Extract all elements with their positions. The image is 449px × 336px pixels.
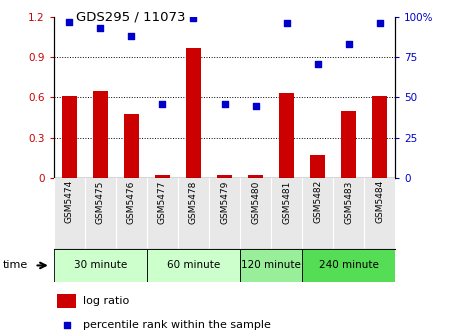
- Text: GSM5477: GSM5477: [158, 180, 167, 223]
- Point: [63, 322, 70, 328]
- Point: [314, 61, 321, 66]
- Text: GSM5478: GSM5478: [189, 180, 198, 223]
- Text: 30 minute: 30 minute: [74, 260, 127, 270]
- Bar: [62, 96, 77, 178]
- Text: 60 minute: 60 minute: [167, 260, 220, 270]
- Bar: [186, 48, 201, 178]
- Point: [66, 19, 73, 24]
- Bar: [155, 175, 170, 178]
- Text: GSM5483: GSM5483: [344, 180, 353, 223]
- Text: GSM5484: GSM5484: [375, 180, 384, 223]
- Bar: [302, 249, 395, 282]
- Bar: [240, 249, 302, 282]
- FancyBboxPatch shape: [57, 294, 76, 308]
- Bar: [147, 249, 240, 282]
- Text: percentile rank within the sample: percentile rank within the sample: [83, 320, 271, 330]
- Point: [159, 101, 166, 107]
- Point: [345, 42, 352, 47]
- Point: [252, 103, 259, 108]
- Bar: [248, 175, 263, 178]
- Bar: [341, 111, 357, 178]
- Text: GSM5482: GSM5482: [313, 180, 322, 223]
- Text: GSM5475: GSM5475: [96, 180, 105, 223]
- Bar: [279, 93, 294, 178]
- Bar: [372, 96, 387, 178]
- Text: GSM5480: GSM5480: [251, 180, 260, 223]
- Text: GSM5476: GSM5476: [127, 180, 136, 223]
- Bar: [123, 114, 139, 178]
- Text: GDS295 / 11073: GDS295 / 11073: [76, 10, 186, 23]
- Bar: [310, 155, 326, 178]
- Point: [221, 101, 228, 107]
- Point: [128, 34, 135, 39]
- Bar: [54, 249, 147, 282]
- Bar: [92, 91, 108, 178]
- Point: [283, 20, 290, 26]
- Text: time: time: [2, 260, 27, 270]
- Bar: [217, 175, 232, 178]
- Point: [97, 26, 104, 31]
- Text: GSM5481: GSM5481: [282, 180, 291, 223]
- Point: [190, 16, 197, 21]
- Text: GSM5474: GSM5474: [65, 180, 74, 223]
- Text: log ratio: log ratio: [83, 296, 129, 306]
- Text: 240 minute: 240 minute: [319, 260, 379, 270]
- Text: GSM5479: GSM5479: [220, 180, 229, 223]
- Point: [376, 20, 383, 26]
- Text: 120 minute: 120 minute: [241, 260, 301, 270]
